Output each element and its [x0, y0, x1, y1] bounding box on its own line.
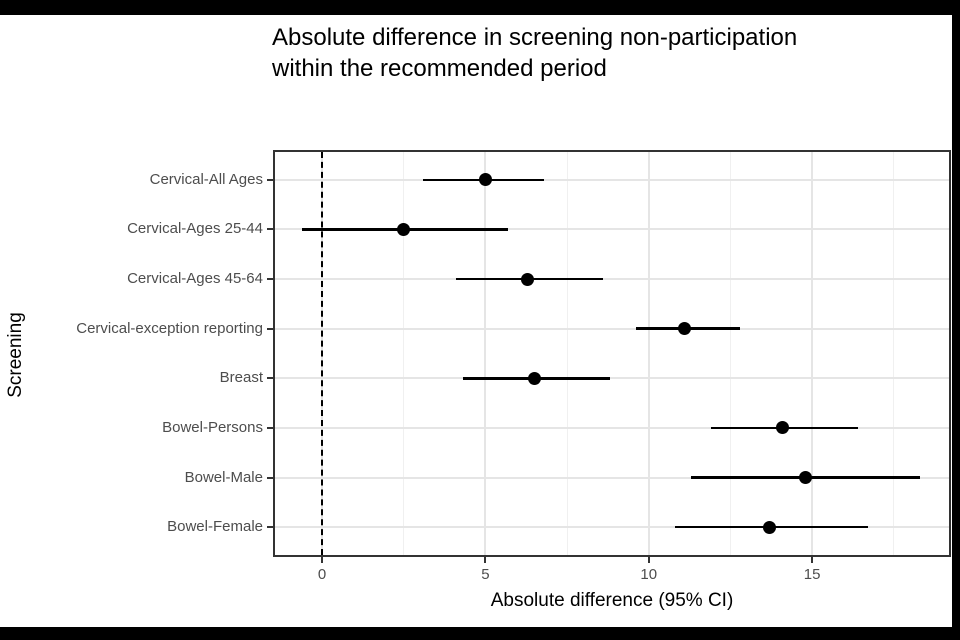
point-dot	[763, 520, 777, 534]
x-tick-label: 15	[803, 566, 821, 583]
x-tick-mark	[647, 557, 650, 563]
gridline-x-major	[647, 152, 650, 555]
gridline-y-major	[275, 526, 949, 529]
y-axis-title: Screening	[5, 312, 26, 398]
gridline-x-minor	[403, 152, 405, 555]
gridline-y-major	[275, 426, 949, 429]
gridline-x-minor	[729, 152, 731, 555]
gridline-x-major	[484, 152, 487, 555]
x-tick-mark	[484, 557, 487, 563]
gridline-x-minor	[566, 152, 568, 555]
gridline-x-minor	[893, 152, 895, 555]
zero-reference-line	[321, 152, 323, 555]
x-tick-label: 10	[640, 566, 658, 583]
y-tick-label: Cervical-exception reporting	[76, 319, 263, 337]
point-dot	[521, 272, 535, 286]
y-tick-label: Breast	[219, 369, 263, 387]
point-dot	[397, 222, 411, 236]
plot-canvas: Absolute difference in screening non-par…	[0, 15, 952, 627]
y-tick-mark	[267, 526, 273, 529]
gridline-x-major	[811, 152, 814, 555]
plot-panel	[273, 150, 951, 557]
y-tick-mark	[267, 377, 273, 380]
x-tick-mark	[321, 557, 323, 563]
point-dot	[478, 173, 492, 187]
y-tick-label: Bowel-Male	[184, 468, 263, 486]
chart-title-line-1: Absolute difference in screening non-par…	[272, 24, 798, 51]
gridline-y-major	[275, 278, 949, 281]
y-tick-mark	[267, 476, 273, 479]
point-dot	[527, 371, 541, 385]
y-tick-mark	[267, 178, 273, 181]
x-tick-label: 5	[481, 566, 490, 583]
chart-title: Absolute difference in screening non-par…	[272, 22, 797, 84]
y-tick-label: Bowel-Female	[167, 518, 263, 536]
point-dot	[776, 421, 790, 435]
y-tick-label: Cervical-Ages 25-44	[127, 220, 263, 238]
gridline-y-major	[275, 476, 949, 479]
gridline-y-major	[275, 327, 949, 330]
y-tick-label: Cervical-Ages 45-64	[127, 270, 263, 288]
gridline-y-major	[275, 178, 949, 181]
y-tick-mark	[267, 327, 273, 330]
point-dot	[799, 471, 813, 485]
chart-title-line-2: within the recommended period	[272, 55, 607, 82]
y-tick-label: Cervical-All Ages	[149, 170, 263, 188]
x-tick-label: 0	[317, 566, 327, 583]
point-dot	[678, 322, 692, 336]
y-tick-label: Bowel-Persons	[162, 418, 263, 436]
y-tick-mark	[267, 228, 273, 231]
x-tick-mark	[811, 557, 814, 563]
x-axis-title: Absolute difference (95% CI)	[490, 590, 734, 611]
y-tick-mark	[267, 278, 273, 281]
gridline-y-major	[275, 377, 949, 380]
y-tick-mark	[267, 426, 273, 429]
gridline-y-major	[275, 228, 949, 231]
